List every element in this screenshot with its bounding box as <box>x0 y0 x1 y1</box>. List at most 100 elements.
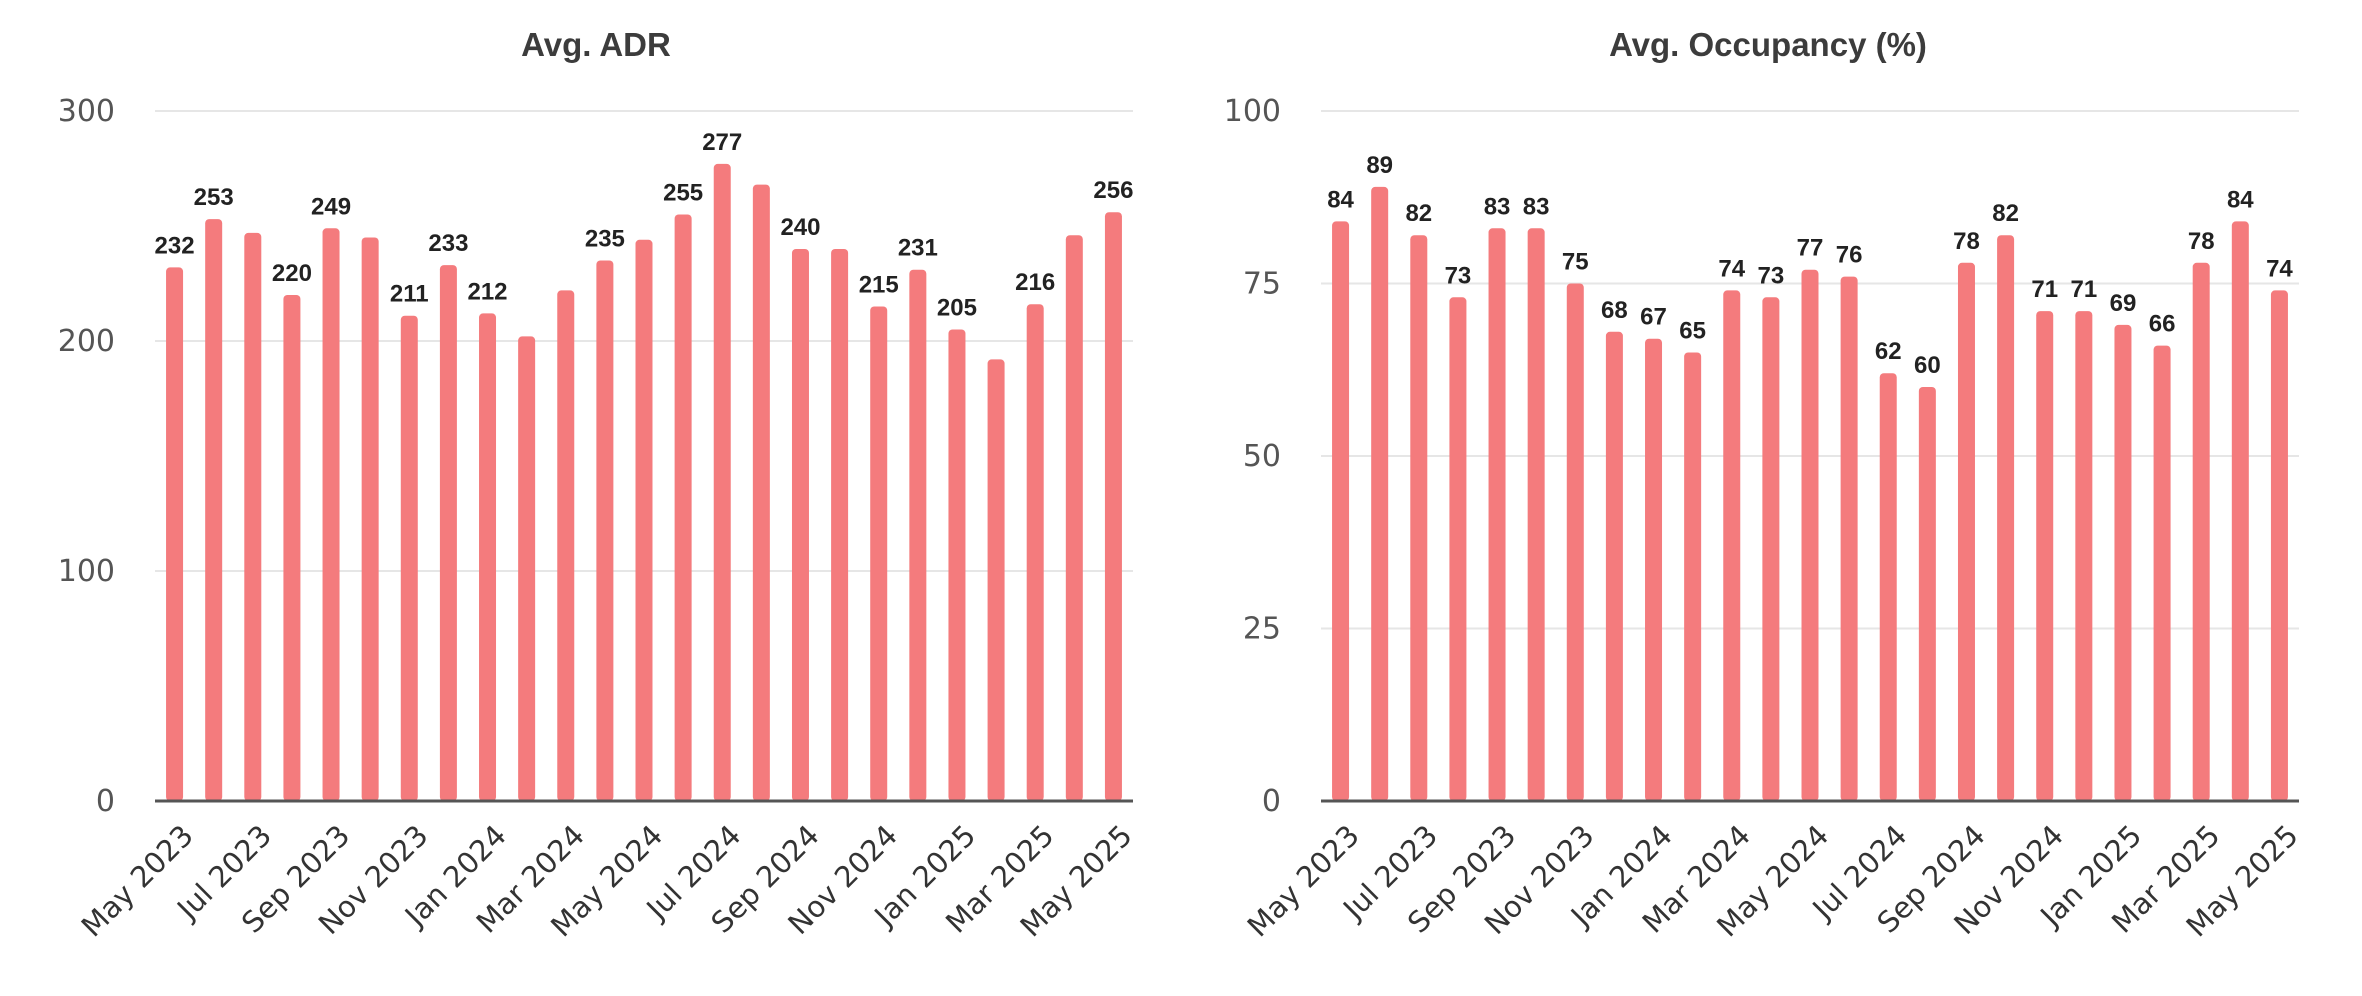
bar <box>244 232 262 801</box>
bar <box>2231 221 2249 801</box>
data-label: 84 <box>2227 186 2254 213</box>
y-tick-label: 0 <box>96 784 115 819</box>
y-tick-label: 100 <box>58 554 115 589</box>
data-label: 73 <box>1758 262 1785 289</box>
bar <box>1527 228 1545 802</box>
bar <box>166 267 184 801</box>
data-label: 65 <box>1679 318 1706 345</box>
data-label: 68 <box>1601 297 1628 324</box>
data-label: 78 <box>2188 228 2215 255</box>
data-label: 89 <box>1366 152 1393 179</box>
bar <box>1879 373 1897 801</box>
bar <box>713 163 731 801</box>
bar <box>752 184 770 802</box>
data-label: 232 <box>155 232 195 259</box>
data-label: 67 <box>1640 304 1667 331</box>
bar <box>1410 235 1428 801</box>
bar <box>2153 345 2171 801</box>
data-label: 82 <box>1992 200 2019 227</box>
bar <box>1488 228 1506 802</box>
data-label: 66 <box>2149 311 2176 338</box>
bar <box>791 249 809 801</box>
bar <box>1957 262 1975 801</box>
bar <box>1918 387 1936 801</box>
data-label: 277 <box>702 129 742 156</box>
bar <box>909 269 927 801</box>
bar <box>1449 297 1467 801</box>
bar <box>1104 212 1122 801</box>
y-tick-label: 100 <box>1224 94 1281 129</box>
bar <box>1684 352 1702 801</box>
data-label: 74 <box>2266 255 2293 282</box>
bar <box>674 214 692 801</box>
bar <box>948 329 966 801</box>
bar <box>1840 276 1858 802</box>
data-label: 74 <box>1718 255 1745 282</box>
bar <box>557 290 575 801</box>
data-label: 71 <box>2031 276 2058 303</box>
data-label: 211 <box>390 281 429 308</box>
bar <box>1332 221 1350 801</box>
bar <box>1801 269 1819 801</box>
y-tick-label: 75 <box>1243 267 1281 302</box>
bar <box>400 315 418 801</box>
x-tick-label: May 2023 <box>75 818 200 943</box>
bar <box>1997 235 2015 801</box>
adr-bar-chart: Avg. ADR 0 100 200 300 232 253 220 249 211 233 212 2… <box>58 26 1139 943</box>
occupancy-bar-chart: Avg. Occupancy (%) 0 25 50 75 100 84 89 82 73 83 83… <box>1224 26 2305 943</box>
bar <box>322 228 340 802</box>
bar <box>1605 331 1623 801</box>
data-label: 216 <box>1015 269 1055 296</box>
bar <box>2075 311 2093 801</box>
data-label: 256 <box>1093 177 1133 204</box>
data-label: 83 <box>1523 193 1550 220</box>
data-label: 82 <box>1405 200 1432 227</box>
bar <box>439 265 457 802</box>
data-label: 60 <box>1914 352 1941 379</box>
data-label: 231 <box>898 235 938 262</box>
bar <box>1723 290 1741 801</box>
bar <box>2192 262 2210 801</box>
bar <box>518 336 536 801</box>
data-label: 69 <box>2110 290 2137 317</box>
bar <box>2270 290 2288 801</box>
data-label: 73 <box>1445 262 1472 289</box>
data-label: 75 <box>1562 249 1589 276</box>
data-label: 62 <box>1875 338 1902 365</box>
bar <box>870 306 888 801</box>
bar <box>1065 235 1083 801</box>
data-label: 77 <box>1797 235 1824 262</box>
bar <box>361 237 379 801</box>
x-tick-label: May 2023 <box>1241 818 1366 943</box>
data-label: 83 <box>1484 193 1511 220</box>
bar <box>479 313 497 801</box>
data-label: 233 <box>428 230 468 257</box>
chart-title: Avg. Occupancy (%) <box>1609 26 1927 63</box>
bar <box>1566 283 1584 801</box>
y-tick-label: 25 <box>1243 612 1281 647</box>
bar <box>596 260 614 801</box>
data-label: 212 <box>467 278 507 305</box>
bar <box>987 359 1005 801</box>
bar <box>2114 324 2132 801</box>
bar <box>2036 311 2054 801</box>
bar <box>831 249 849 801</box>
data-label: 215 <box>859 272 899 299</box>
bar <box>1645 338 1663 801</box>
bar <box>635 239 653 802</box>
data-label: 253 <box>194 184 234 211</box>
data-label: 84 <box>1327 186 1354 213</box>
data-label: 205 <box>937 295 977 322</box>
bar <box>1026 304 1044 801</box>
y-tick-label: 0 <box>1262 784 1281 819</box>
bar <box>205 219 223 802</box>
bar <box>283 295 301 801</box>
bar <box>1371 186 1389 801</box>
data-label: 76 <box>1836 242 1863 269</box>
y-tick-label: 300 <box>58 94 115 129</box>
bar <box>1762 297 1780 801</box>
data-label: 220 <box>272 260 312 287</box>
chart-title: Avg. ADR <box>521 26 671 63</box>
data-label: 255 <box>663 180 703 207</box>
